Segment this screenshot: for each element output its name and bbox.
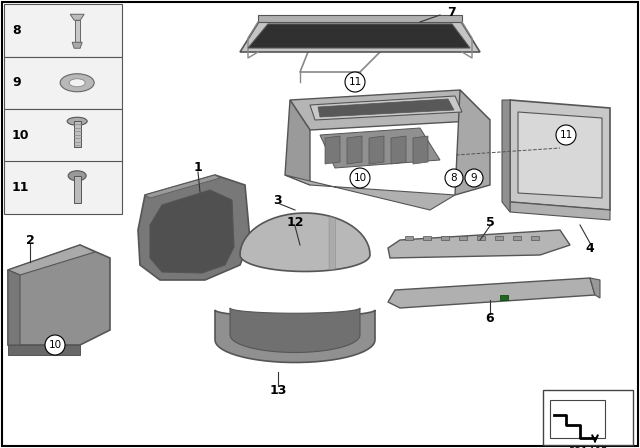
- Polygon shape: [325, 136, 340, 164]
- Polygon shape: [8, 245, 95, 275]
- Text: 9: 9: [470, 173, 477, 183]
- Ellipse shape: [69, 79, 85, 87]
- Text: 11: 11: [12, 181, 29, 194]
- Text: 13: 13: [269, 383, 287, 396]
- Polygon shape: [423, 236, 431, 240]
- Text: 4: 4: [586, 241, 595, 254]
- Ellipse shape: [67, 117, 87, 125]
- Text: 12: 12: [286, 215, 304, 228]
- Bar: [75, 20, 79, 42]
- Polygon shape: [531, 236, 539, 240]
- Bar: [4, 56, 122, 109]
- Polygon shape: [329, 216, 335, 270]
- Polygon shape: [513, 236, 521, 240]
- Text: 1: 1: [194, 160, 202, 173]
- Text: 7: 7: [447, 5, 456, 18]
- Text: 8: 8: [12, 24, 20, 37]
- Polygon shape: [405, 236, 413, 240]
- Bar: [543, 390, 633, 445]
- Polygon shape: [347, 136, 362, 164]
- Polygon shape: [320, 128, 440, 168]
- Bar: [74, 176, 81, 203]
- Polygon shape: [388, 230, 570, 258]
- Polygon shape: [258, 15, 462, 22]
- Polygon shape: [145, 175, 220, 198]
- Polygon shape: [215, 310, 375, 362]
- Bar: [74, 121, 81, 147]
- Text: 2: 2: [26, 233, 35, 246]
- Circle shape: [445, 169, 463, 187]
- Polygon shape: [477, 236, 485, 240]
- Polygon shape: [318, 99, 454, 117]
- Polygon shape: [290, 90, 490, 130]
- Text: 8: 8: [451, 173, 458, 183]
- Text: 10: 10: [353, 173, 367, 183]
- Text: 6: 6: [486, 311, 494, 324]
- Polygon shape: [8, 345, 80, 355]
- Bar: [4, 4, 122, 56]
- Polygon shape: [455, 90, 490, 195]
- Polygon shape: [495, 236, 503, 240]
- Polygon shape: [240, 20, 480, 52]
- Polygon shape: [441, 236, 449, 240]
- Bar: [4, 161, 122, 214]
- Polygon shape: [150, 190, 234, 273]
- Polygon shape: [388, 278, 595, 308]
- Circle shape: [465, 169, 483, 187]
- Text: 3: 3: [274, 194, 282, 207]
- Text: 10: 10: [12, 129, 29, 142]
- Polygon shape: [138, 175, 250, 280]
- Polygon shape: [510, 100, 610, 210]
- Text: 5: 5: [486, 215, 494, 228]
- Circle shape: [556, 125, 576, 145]
- Polygon shape: [8, 245, 110, 345]
- Bar: [4, 109, 122, 161]
- Bar: [550, 400, 605, 438]
- Polygon shape: [285, 175, 455, 210]
- Polygon shape: [459, 236, 467, 240]
- Polygon shape: [391, 136, 406, 164]
- Polygon shape: [230, 308, 360, 353]
- Circle shape: [345, 72, 365, 92]
- Polygon shape: [8, 270, 20, 345]
- Polygon shape: [285, 100, 310, 185]
- Polygon shape: [248, 24, 470, 48]
- Bar: [500, 295, 508, 300]
- Polygon shape: [310, 96, 462, 120]
- Text: 9: 9: [12, 76, 20, 89]
- Ellipse shape: [68, 171, 86, 181]
- Polygon shape: [72, 42, 82, 48]
- Polygon shape: [502, 100, 510, 212]
- Text: 11: 11: [348, 77, 362, 87]
- Polygon shape: [413, 136, 428, 164]
- Polygon shape: [369, 136, 384, 164]
- Text: 11: 11: [559, 130, 573, 140]
- Circle shape: [45, 335, 65, 355]
- Polygon shape: [518, 112, 602, 198]
- Circle shape: [350, 168, 370, 188]
- Polygon shape: [590, 278, 600, 298]
- Text: 10: 10: [49, 340, 61, 350]
- Text: 321405: 321405: [568, 447, 608, 448]
- Ellipse shape: [60, 74, 94, 92]
- Polygon shape: [510, 202, 610, 220]
- Polygon shape: [70, 14, 84, 20]
- Polygon shape: [240, 213, 370, 271]
